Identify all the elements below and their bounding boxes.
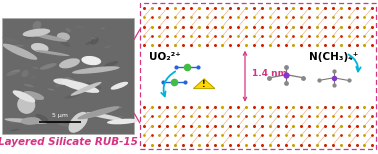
Ellipse shape — [15, 89, 20, 94]
Ellipse shape — [110, 107, 122, 109]
Ellipse shape — [66, 28, 71, 32]
Ellipse shape — [48, 89, 54, 91]
Ellipse shape — [33, 67, 39, 69]
Ellipse shape — [72, 66, 120, 74]
Ellipse shape — [7, 70, 20, 76]
Ellipse shape — [120, 55, 122, 57]
Ellipse shape — [4, 118, 15, 124]
Text: 1.4 nm: 1.4 nm — [252, 69, 287, 78]
Ellipse shape — [91, 38, 97, 39]
Ellipse shape — [71, 75, 74, 77]
FancyBboxPatch shape — [140, 3, 376, 149]
Text: Layered Silicate RUB-15: Layered Silicate RUB-15 — [0, 137, 138, 147]
Ellipse shape — [104, 45, 111, 49]
Ellipse shape — [33, 21, 42, 30]
Ellipse shape — [21, 117, 41, 125]
Ellipse shape — [107, 119, 139, 124]
Text: 5 μm: 5 μm — [52, 113, 68, 118]
Ellipse shape — [59, 89, 66, 96]
Ellipse shape — [61, 80, 99, 93]
Ellipse shape — [111, 82, 128, 90]
Ellipse shape — [81, 56, 101, 65]
Ellipse shape — [72, 112, 76, 113]
Ellipse shape — [2, 37, 19, 43]
Ellipse shape — [22, 70, 29, 77]
Text: N(CH₃)₄⁺: N(CH₃)₄⁺ — [308, 52, 358, 62]
Ellipse shape — [17, 96, 35, 114]
Ellipse shape — [104, 61, 118, 68]
Ellipse shape — [19, 89, 25, 92]
Ellipse shape — [31, 75, 36, 79]
Ellipse shape — [3, 44, 37, 60]
Ellipse shape — [91, 38, 99, 45]
Text: !: ! — [202, 80, 206, 89]
Ellipse shape — [63, 114, 70, 118]
Text: UO₂²⁺: UO₂²⁺ — [149, 52, 181, 62]
Ellipse shape — [13, 88, 22, 96]
Ellipse shape — [76, 26, 84, 28]
Ellipse shape — [23, 91, 44, 100]
Ellipse shape — [102, 27, 105, 29]
Ellipse shape — [65, 77, 76, 84]
Polygon shape — [194, 79, 215, 89]
Ellipse shape — [85, 41, 93, 45]
Ellipse shape — [12, 45, 25, 47]
Ellipse shape — [12, 90, 35, 103]
Ellipse shape — [55, 81, 63, 87]
Ellipse shape — [87, 112, 123, 121]
Ellipse shape — [23, 28, 50, 37]
Ellipse shape — [57, 32, 70, 41]
Ellipse shape — [5, 118, 47, 124]
Ellipse shape — [71, 82, 102, 96]
Ellipse shape — [60, 41, 70, 47]
Ellipse shape — [116, 116, 124, 118]
FancyBboxPatch shape — [2, 18, 134, 134]
Ellipse shape — [77, 106, 119, 119]
Ellipse shape — [31, 33, 67, 42]
Ellipse shape — [53, 78, 74, 85]
Ellipse shape — [35, 50, 70, 56]
Ellipse shape — [68, 112, 88, 133]
Ellipse shape — [40, 63, 57, 70]
Ellipse shape — [59, 58, 80, 68]
Ellipse shape — [4, 72, 20, 75]
Ellipse shape — [65, 94, 80, 99]
Ellipse shape — [24, 84, 34, 87]
Ellipse shape — [104, 115, 112, 118]
Ellipse shape — [57, 123, 70, 127]
Ellipse shape — [31, 43, 49, 52]
Ellipse shape — [25, 31, 34, 39]
Ellipse shape — [10, 129, 20, 131]
Ellipse shape — [36, 114, 48, 122]
Ellipse shape — [86, 82, 102, 89]
